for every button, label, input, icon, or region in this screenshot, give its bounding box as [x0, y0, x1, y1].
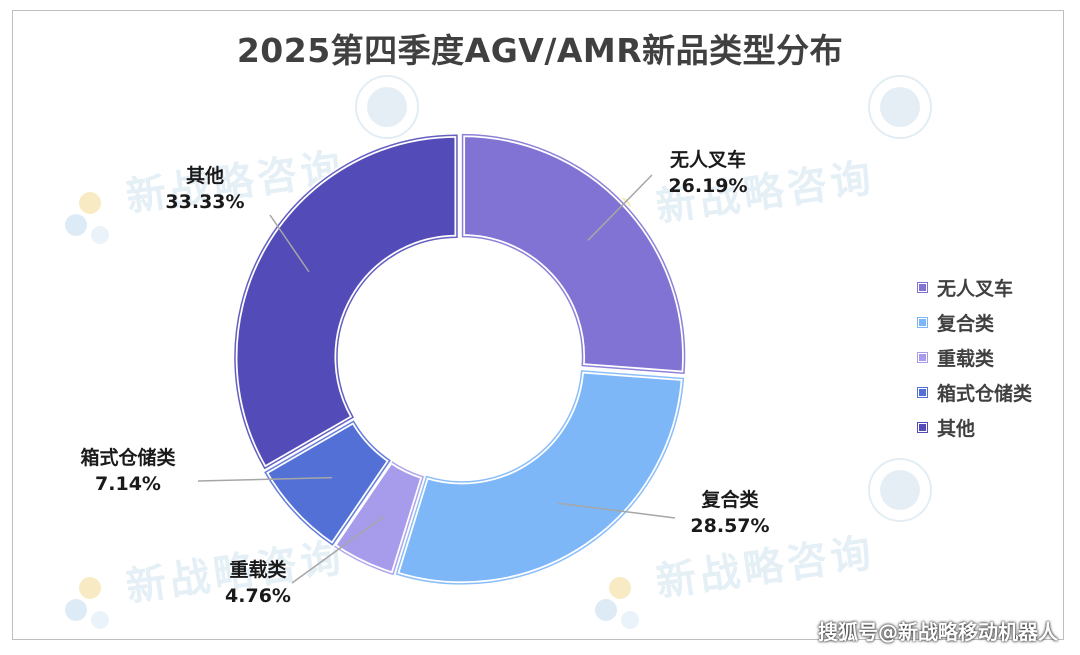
legend-swatch-3: [917, 387, 928, 398]
legend-swatch-4: [917, 422, 928, 433]
legend-swatch-2: [917, 352, 928, 363]
legend-label-3: 箱式仓储类: [937, 383, 1033, 405]
leader-line-0: [587, 174, 653, 241]
legend-label-1: 复合类: [937, 313, 995, 335]
leader-line-1: [558, 502, 676, 519]
slice-label-name-2: 重载类: [229, 558, 286, 581]
pie-slice-outline-1: [395, 370, 685, 585]
slice-label-value-4: 33.33%: [165, 191, 244, 213]
pie-slice-outline-4: [234, 134, 458, 470]
legend-label-4: 其他: [937, 418, 976, 440]
legend-item-3: 箱式仓储类: [917, 375, 1033, 410]
slice-label-value-2: 4.76%: [225, 585, 291, 607]
legend-swatch-0: [917, 282, 928, 293]
slice-label-name-3: 箱式仓储类: [80, 446, 175, 469]
slice-label-value-3: 7.14%: [95, 473, 161, 495]
legend-swatch-1: [917, 317, 928, 328]
slice-label-value-0: 26.19%: [668, 175, 747, 197]
legend-item-2: 重载类: [917, 340, 1032, 375]
legend-item-0: 无人叉车: [917, 270, 1032, 305]
leader-line-4: [269, 214, 310, 273]
chart-legend: 无人叉车复合类重载类箱式仓储类其他: [917, 270, 1033, 445]
leader-line-2: [291, 515, 385, 584]
pie-slice-outline-0: [461, 133, 686, 375]
legend-label-2: 重载类: [937, 348, 995, 370]
slice-label-name-1: 复合类: [700, 488, 758, 511]
slice-label-value-1: 28.57%: [690, 515, 769, 537]
pie-slice-1: [393, 368, 686, 587]
chart-title: 2025第四季度AGV/AMR新品类型分布: [236, 31, 844, 70]
legend-item-4: 其他: [917, 410, 1032, 445]
source-credit: 搜狐号@新战略移动机器人: [818, 620, 1058, 644]
pie-slice-outline-3: [264, 420, 391, 546]
legend-label-0: 无人叉车: [937, 278, 1014, 300]
pie-slice-0: [460, 132, 688, 376]
slice-label-name-4: 其他: [186, 164, 224, 187]
pie-slice-4: [232, 132, 460, 471]
legend-item-1: 复合类: [917, 305, 1032, 340]
slice-label-name-0: 无人叉车: [670, 148, 746, 171]
leader-line-3: [197, 476, 333, 482]
